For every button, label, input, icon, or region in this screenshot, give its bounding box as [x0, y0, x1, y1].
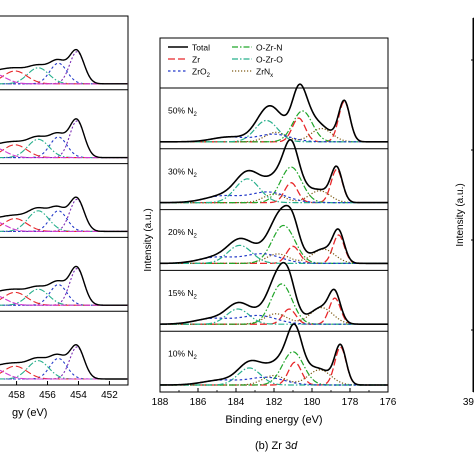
- panel-a-component: [0, 284, 128, 306]
- legend-label-0: Total: [192, 43, 210, 53]
- caption-prefix: (b) Zr 3: [255, 440, 292, 452]
- stack-4-label-sub: 2: [194, 355, 198, 361]
- x-tick-label-5: 178: [342, 397, 359, 408]
- stack-2-total: [160, 204, 388, 265]
- stack-3-component-3: [160, 308, 388, 325]
- panel-a-tick-label-3: 452: [101, 390, 118, 401]
- panel-b-legend: Total Zr ZrO2 O-Zr-N O-Zr-O ZrNx: [168, 43, 283, 80]
- stack-2-label-sub: 2: [194, 234, 198, 240]
- panel-b-xlabel: Binding energy (eV): [225, 414, 322, 426]
- stack-0-total: [160, 83, 388, 143]
- panel-a-partial: 458 456 454 452 gy (eV): [0, 15, 129, 419]
- panel-a-component: [0, 62, 128, 85]
- panel-a-component: [0, 138, 128, 159]
- stack-4-total: [159, 323, 388, 386]
- panel-a-stack-4: [0, 310, 128, 380]
- panel-a-stack-2: [0, 163, 128, 233]
- panel-a-total: [0, 48, 128, 85]
- panel-a-total: [0, 344, 128, 380]
- panel-c-partial: Intensity (a.u.) 39: [455, 17, 474, 408]
- stack-1-label-sub: 2: [194, 173, 198, 179]
- panel-a-component: [0, 198, 128, 232]
- stack-3-component-2: [160, 283, 388, 325]
- x-tick-label-4: 180: [304, 397, 321, 408]
- panel-a-total: [0, 196, 128, 233]
- panel-a-tick-label-2: 454: [70, 390, 87, 401]
- stack-3-label-sub: 2: [194, 294, 198, 300]
- stack-3-component-4: [159, 314, 388, 325]
- panel-a-component: [0, 222, 128, 232]
- stack-0-component-4: [160, 133, 388, 143]
- x-tick-label-6: 176: [380, 397, 397, 408]
- panel-a-stack-1: [0, 89, 128, 159]
- panel-a-component: [0, 210, 128, 232]
- stack-1-component-4: [159, 191, 388, 204]
- stack-3-label: 15% N2: [168, 288, 198, 301]
- stack-4: 10% N2: [159, 323, 388, 386]
- panel-a-component: [0, 74, 128, 85]
- stack-0-label-sub: 2: [194, 112, 198, 118]
- panel-a-stack-0: [0, 48, 128, 85]
- stack-1-label: 30% N2: [168, 166, 198, 179]
- stack-2: 20% N2: [160, 204, 388, 265]
- panel-a-component: [0, 268, 128, 306]
- caption-orbital: d: [291, 440, 298, 452]
- stack-3-total: [159, 261, 388, 325]
- panel-c-tick-fragment: 39: [463, 397, 474, 408]
- panel-a-component: [0, 360, 128, 380]
- panel-a-total: [0, 118, 128, 159]
- stack-2-component-0: [160, 234, 388, 265]
- panel-a-component: [0, 296, 128, 306]
- stack-4-component-4: [159, 376, 388, 386]
- x-tick-label-1: 186: [190, 397, 207, 408]
- legend-label-2: ZrO2: [192, 67, 211, 80]
- panel-a-tick-label-1: 456: [39, 390, 56, 401]
- panel-a-frame: [0, 15, 129, 386]
- panel-a-component: [0, 67, 128, 85]
- panel-a-tick-label-0: 458: [8, 390, 25, 401]
- panel-b-frame: [159, 37, 389, 393]
- panel-a-component: [0, 288, 128, 306]
- panel-c-ylabel: Intensity (a.u.): [455, 183, 466, 246]
- stack-1: 30% N2: [159, 138, 388, 204]
- panel-a-component: [0, 120, 128, 159]
- stack-0-label: 50% N2: [168, 106, 198, 119]
- panel-b-caption: (b) Zr 3d: [255, 440, 297, 452]
- panel-a-component: [0, 357, 128, 380]
- legend-sub-5: x: [270, 73, 273, 79]
- legend-sub-2: 2: [207, 73, 211, 79]
- legend-label-1: Zr: [192, 55, 200, 65]
- x-tick-label-0: 188: [152, 397, 169, 408]
- stack-4-label: 10% N2: [168, 349, 198, 362]
- stack-0: 50% N2: [160, 83, 388, 143]
- x-tick-label-3: 182: [266, 397, 283, 408]
- stack-1-total: [159, 138, 388, 204]
- legend-label-5: ZrNx: [256, 67, 273, 80]
- stack-3: 15% N2: [159, 261, 388, 325]
- panel-a-component: [0, 136, 128, 159]
- stack-2-component-2: [160, 224, 388, 264]
- panel-b-ylabel: Intensity (a.u.): [143, 208, 154, 271]
- x-tick-label-2: 184: [228, 397, 245, 408]
- panel-a-stack-3: [0, 236, 128, 306]
- panel-a-total: [0, 265, 128, 306]
- stack-2-component-4: [160, 253, 388, 264]
- legend-label-3: O-Zr-N: [256, 43, 282, 53]
- stack-2-label: 20% N2: [168, 227, 198, 240]
- panel-a-xticks: 458 456 454 452: [8, 381, 118, 401]
- stack-1-component-3: [160, 178, 388, 204]
- panel-a-component: [0, 144, 128, 159]
- legend-label-4: O-Zr-O: [256, 55, 283, 65]
- panel-a-component: [0, 291, 128, 306]
- panel-b-xticks: 188 186 184 182 180 178 176: [152, 388, 397, 408]
- panel-a-xlabel-fragment: gy (eV): [12, 407, 47, 419]
